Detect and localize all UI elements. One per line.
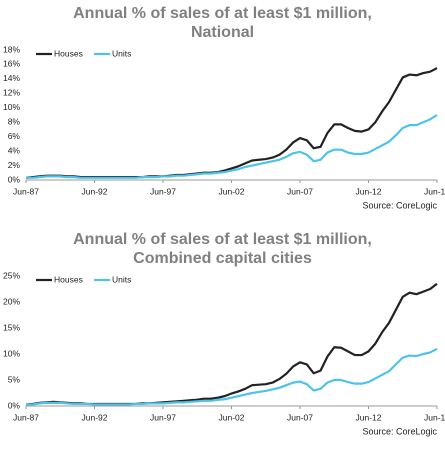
data-line [26,347,438,406]
x-tick-label: Jun-87 [13,412,39,422]
y-tick-label: 16% [3,59,20,69]
x-tick-label: Jun-12 [356,186,382,196]
data-line [25,67,438,179]
chart: 0% 2% 4% 6% 8% 10% 12% 14% 16% 18% Jun-87 Jun-92 Jun… [3,46,445,210]
y-tick-label: 10% [3,102,20,112]
y-tick-label: 2% [8,160,21,170]
legend-label: Houses [54,274,83,284]
legend-label: Units [112,274,131,284]
x-tick-label: Jun-02 [219,412,245,422]
chart: 0% 5% 10% 15% 20% 25% Jun-87 Jun-92 Jun-97 Jun-02… [3,272,445,436]
x-tick-label: Jun-92 [82,412,108,422]
x-tick-label: Jun-17 [424,186,445,196]
y-tick-label: 18% [3,46,20,54]
y-tick-label: 0% [8,400,21,410]
y-tick-label: 14% [3,73,20,83]
chart-panel: Annual % of sales of at least $1 million… [0,226,445,452]
y-tick-label: 8% [8,116,21,126]
y-tick-label: 25% [3,272,20,280]
data-line [26,114,438,179]
legend-label: Units [112,48,131,58]
y-tick-label: 10% [3,348,20,358]
y-tick-label: 0% [8,174,21,184]
x-tick-label: Jun-87 [13,186,39,196]
data-line [25,282,438,406]
x-tick-label: Jun-97 [150,186,176,196]
x-tick-label: Jun-17 [424,412,445,422]
source-note: Source: CoreLogic [362,426,437,436]
x-tick-label: Jun-92 [82,186,108,196]
y-tick-label: 6% [8,131,21,141]
x-tick-label: Jun-07 [287,186,313,196]
chart-panel: Annual % of sales of at least $1 million… [3,5,445,210]
x-tick-label: Jun-97 [150,412,176,422]
chart-title: Annual % of sales of at least $1 million… [73,5,372,41]
y-tick-label: 5% [8,374,21,384]
y-tick-label: 15% [3,322,20,332]
legend-label: Houses [54,48,83,58]
y-tick-label: 4% [8,145,21,155]
chart-title: Annual % of sales of at least $1 million… [73,231,372,267]
y-tick-label: 20% [3,296,20,306]
y-tick-label: 12% [3,88,20,98]
source-note: Source: CoreLogic [362,200,437,210]
x-tick-label: Jun-12 [356,412,382,422]
x-tick-label: Jun-02 [219,186,245,196]
x-tick-label: Jun-07 [287,412,313,422]
